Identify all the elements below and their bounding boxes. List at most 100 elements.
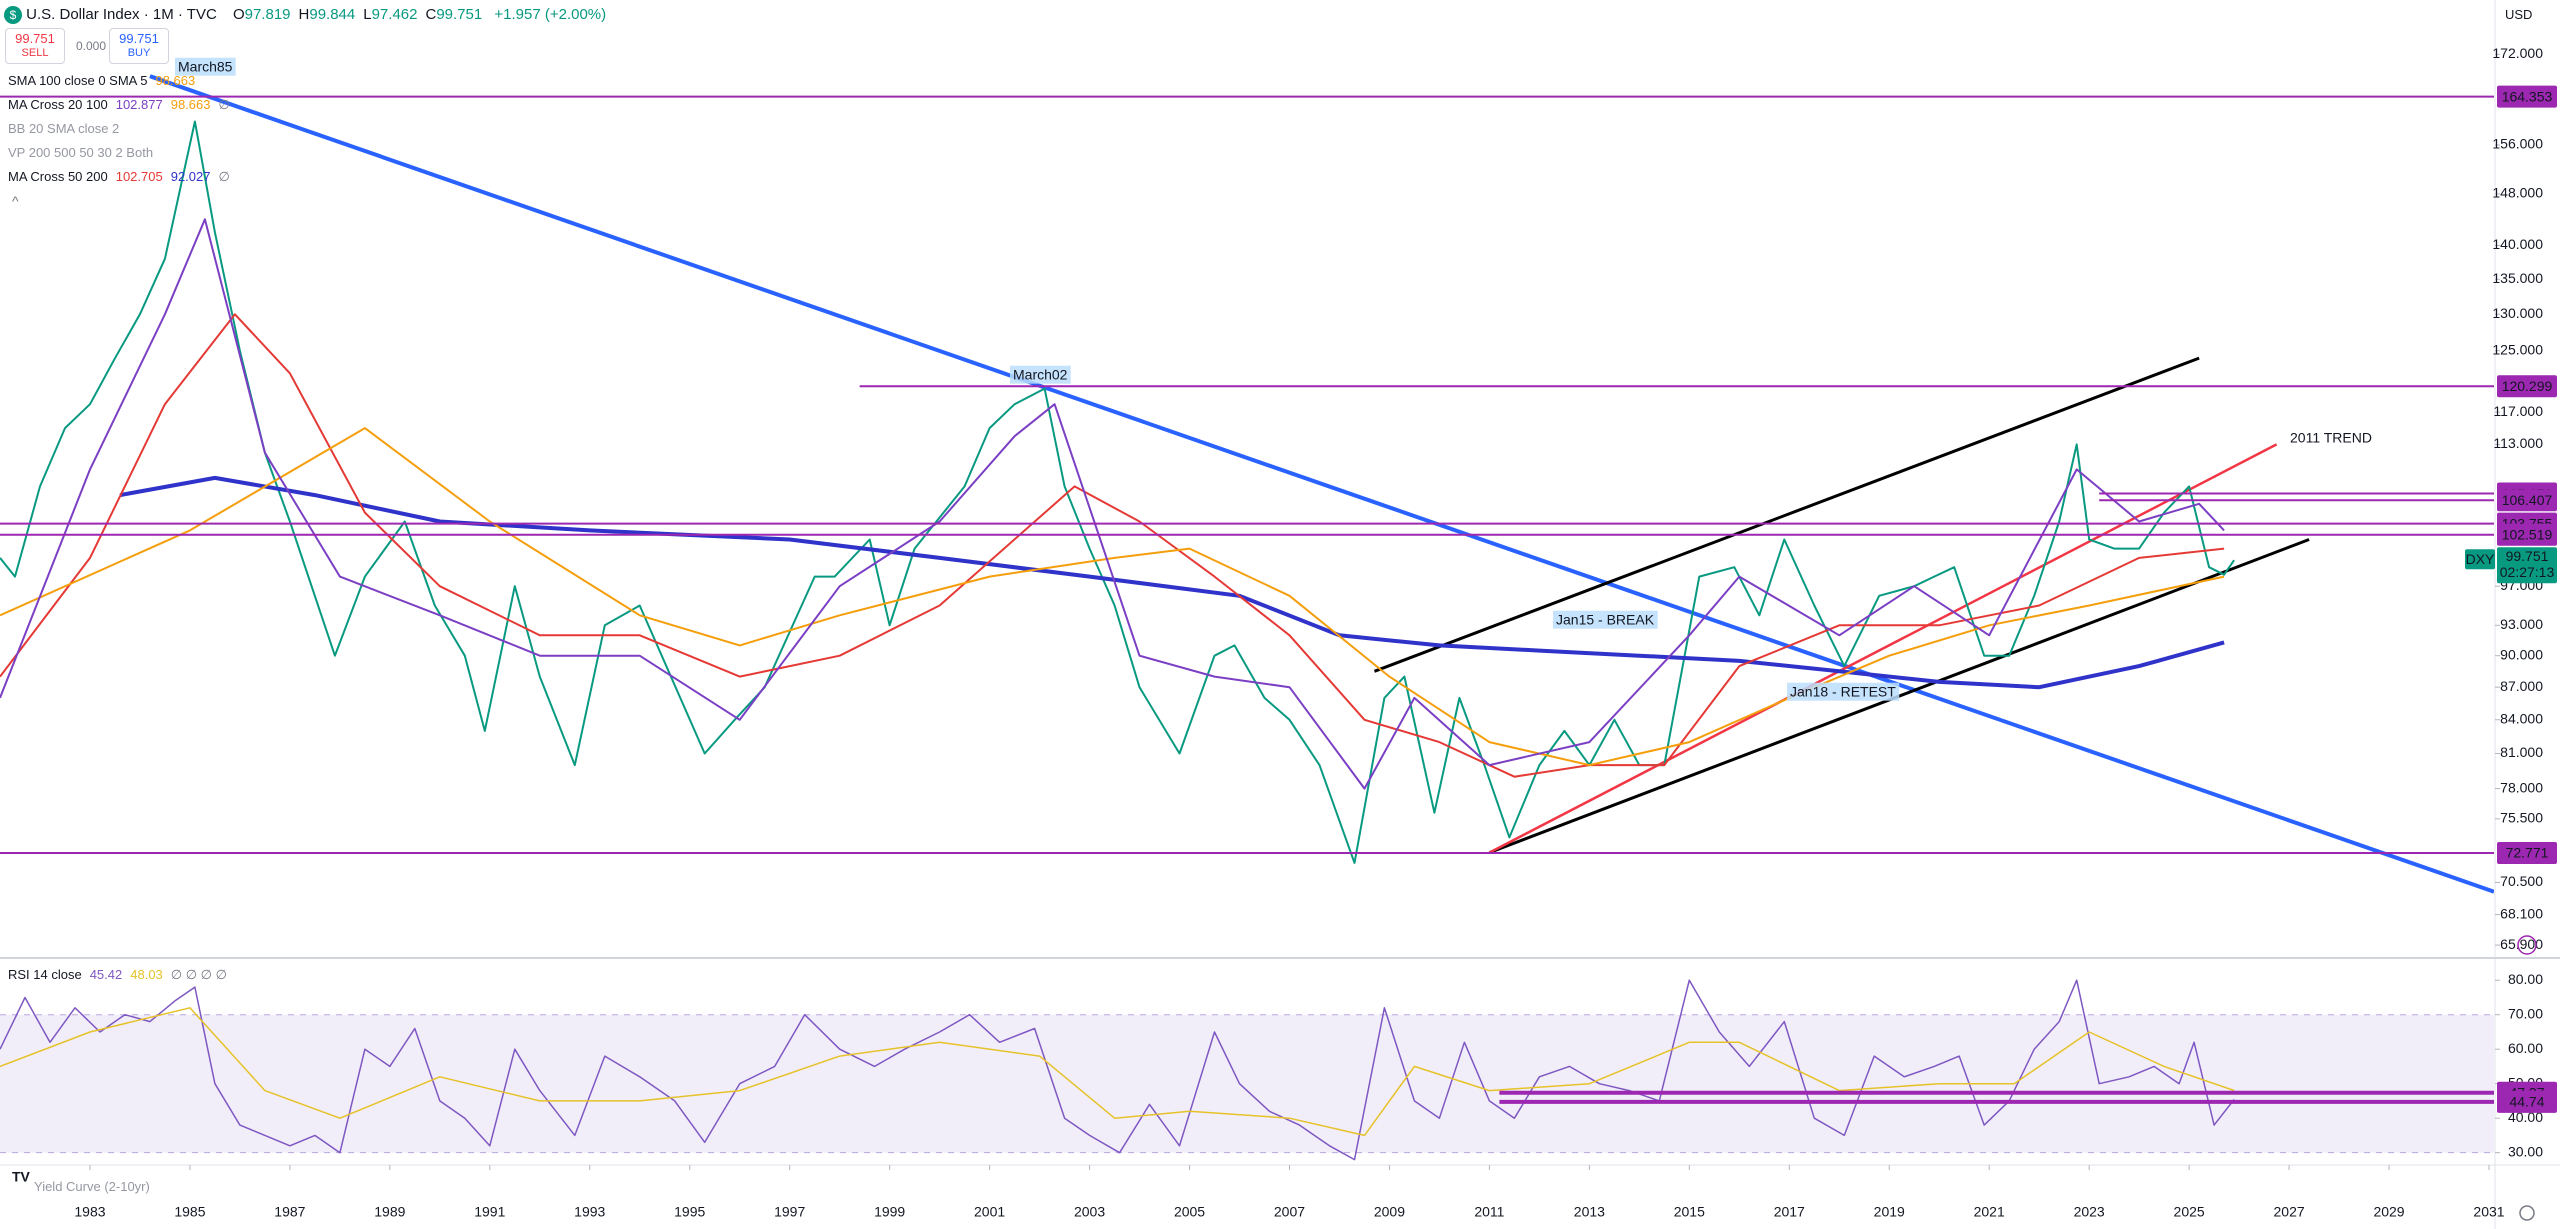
- x-tick-label: 2029: [2373, 1204, 2404, 1220]
- ohlc-key: C: [425, 6, 437, 23]
- buy-label: BUY: [127, 47, 151, 59]
- sell-label: SELL: [21, 47, 49, 59]
- ohlc-key: L: [363, 6, 372, 23]
- ohlc-key: H: [298, 6, 310, 23]
- price-tag: 99.751: [2506, 548, 2549, 564]
- x-tick-label: 1983: [74, 1204, 105, 1220]
- series-line: [0, 427, 2225, 767]
- x-tick-label: 2007: [1274, 1204, 1305, 1220]
- indicator-row: VP 200 500 50 30 2 Both: [8, 144, 153, 162]
- y-tick-label: 148.000: [2492, 185, 2543, 201]
- x-tick-label: 2013: [1574, 1204, 1605, 1220]
- x-tick-label: 2019: [1874, 1204, 1905, 1220]
- indicator-name: BB 20 SMA close 2: [8, 121, 120, 136]
- y-tick-label: 80.00: [2508, 971, 2543, 987]
- x-tick-label: 1993: [574, 1204, 605, 1220]
- series-line: [0, 979, 2235, 1161]
- y-tick-label: 40.00: [2508, 1109, 2543, 1125]
- indicator-value: 98.663: [155, 73, 196, 88]
- footer-indicator: Yield Curve (2-10yr): [34, 1179, 150, 1194]
- series-line: [0, 1007, 2235, 1137]
- level-tag: 44.74: [2509, 1094, 2544, 1110]
- indicator-name: SMA 100 close 0 SMA 5: [8, 73, 148, 88]
- y-tick-label: 84.000: [2500, 710, 2543, 726]
- level-tag-bg: [2497, 375, 2557, 398]
- countdown: 02:27:13: [2500, 564, 2555, 580]
- y-tick-label: 81.000: [2500, 744, 2543, 760]
- level-tag-bg: [2497, 489, 2557, 512]
- ohlc-value: 97.462: [371, 6, 418, 23]
- y-tick-label: 78.000: [2500, 779, 2543, 795]
- annotation-bg: [1553, 610, 1658, 629]
- annotation-bg: [175, 57, 236, 76]
- y-tick-label: 172.000: [2492, 45, 2543, 61]
- x-tick-label: 1997: [774, 1204, 805, 1220]
- series-line: [0, 313, 2225, 778]
- x-tick-label: 2025: [2174, 1204, 2205, 1220]
- x-tick-label: 2005: [1174, 1204, 1205, 1220]
- price-tag-bg: [2497, 547, 2557, 584]
- rsi-legend-value: ∅ ∅ ∅ ∅: [170, 967, 227, 982]
- indicator-row: SMA 100 close 0 SMA 5 98.663: [8, 72, 195, 90]
- y-tick-label: 156.000: [2492, 136, 2543, 152]
- y-tick-label: 70.500: [2500, 873, 2543, 889]
- trend-line: [1373, 356, 2200, 673]
- change: +1.957 (+2.00%): [494, 6, 607, 23]
- y-tick-label: 130.000: [2492, 305, 2543, 321]
- annotation-bg: [1787, 682, 1900, 701]
- annotation: Jan15 - BREAK: [1556, 612, 1655, 628]
- symbol-title: U.S. Dollar Index · 1M · TVC: [26, 6, 217, 23]
- replay-icon[interactable]: [2517, 935, 2537, 955]
- x-tick-label: 1987: [274, 1204, 305, 1220]
- x-tick-label: 2009: [1374, 1204, 1405, 1220]
- level-tag: 106.407: [2502, 492, 2553, 508]
- indicator-value: 98.663: [170, 97, 211, 112]
- level-tag: 102.519: [2502, 526, 2553, 542]
- buy-button[interactable]: 99.751 BUY: [109, 28, 169, 64]
- x-tick-label: 2001: [974, 1204, 1005, 1220]
- annotation: March85: [178, 59, 233, 75]
- level-tag: 72.771: [2506, 845, 2549, 861]
- indicator-value: 102.877: [115, 97, 163, 112]
- annotation: Jan18 - RETEST: [1790, 684, 1896, 700]
- y-tick-label: 113.000: [2493, 435, 2543, 451]
- indicator-value: 92.027: [170, 169, 211, 184]
- symbol-header: $ U.S. Dollar Index · 1M · TVC O97.819 H9…: [4, 6, 607, 25]
- currency: USD: [2505, 7, 2533, 22]
- y-tick-label: 87.000: [2500, 678, 2543, 694]
- x-tick-label: 1991: [474, 1204, 505, 1220]
- y-tick-label: 68.100: [2500, 905, 2543, 921]
- series-line: [0, 218, 2225, 790]
- x-tick-label: 2021: [1974, 1204, 2005, 1220]
- x-tick-label: 2027: [2274, 1204, 2305, 1220]
- sell-price: 99.751: [15, 31, 55, 46]
- y-tick-label: 30.00: [2508, 1143, 2543, 1159]
- symbol-tag: DXY: [2466, 551, 2495, 567]
- ohlc: O97.819 H99.844 L97.462 C99.751: [233, 6, 490, 23]
- ohlc-value: 97.819: [244, 6, 291, 23]
- y-tick-label: 60.00: [2508, 1040, 2543, 1056]
- collapse-toggle[interactable]: ^: [12, 193, 19, 209]
- x-tick-label: 1989: [374, 1204, 405, 1220]
- indicator-name: VP 200 500 50 30 2 Both: [8, 145, 154, 160]
- level-tag-bg: [2497, 85, 2557, 108]
- rsi-legend-value: 45.42: [89, 967, 123, 982]
- indicator-row: MA Cross 20 100 102.877 98.663 ∅: [8, 96, 230, 114]
- axes: 172.000 156.000 148.000 140.000 135.000 130.0…: [74, 45, 2557, 1220]
- rsi-legend-value: 48.03: [130, 967, 163, 982]
- y-tick-label: 117.000: [2493, 403, 2543, 419]
- level-tag-bg: [2497, 523, 2557, 546]
- x-tick-label: 2003: [1074, 1204, 1105, 1220]
- x-tick-label: 1995: [674, 1204, 705, 1220]
- settings-icon[interactable]: [2519, 1205, 2535, 1221]
- y-tick-label: 140.000: [2492, 236, 2543, 252]
- y-tick-label: 65.900: [2500, 936, 2543, 952]
- indicator-name: MA Cross 50 200: [8, 169, 108, 184]
- annotation-bg: [1010, 365, 1071, 384]
- sell-button[interactable]: 99.751 SELL: [5, 28, 65, 64]
- x-tick-label: 2031: [2473, 1204, 2504, 1220]
- y-tick-label: 90.000: [2500, 646, 2543, 662]
- annotation: 2011 TREND: [2290, 430, 2372, 446]
- x-tick-label: 2015: [1674, 1204, 1705, 1220]
- indicator-value: ∅: [218, 169, 230, 184]
